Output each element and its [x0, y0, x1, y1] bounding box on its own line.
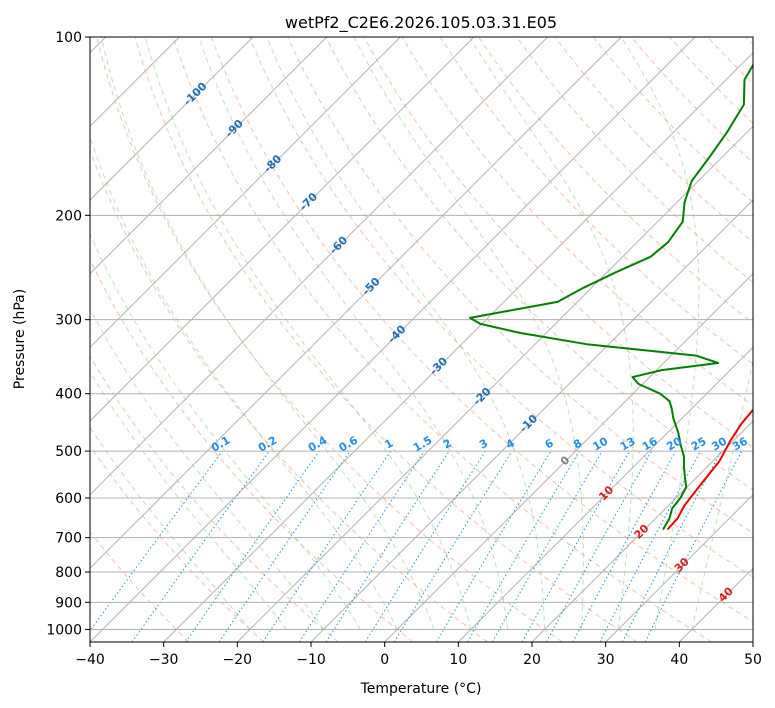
x-tick-label: −40 — [75, 652, 105, 668]
isotherm-line — [310, 199, 753, 642]
plot-background — [90, 37, 753, 642]
mixing-ratio-line — [545, 450, 653, 642]
moist-adiabat-line — [90, 426, 251, 630]
x-axis: −40 −30 −20 −10 0 10 20 30 40 50 — [75, 642, 762, 668]
x-tick-label: 30 — [597, 652, 615, 668]
x-tick-label: 40 — [670, 652, 688, 668]
moist-adiabat-line — [691, 358, 753, 630]
isotherm-line — [90, 37, 475, 422]
isotherm-line — [752, 641, 753, 642]
mixing-ratio-line — [218, 450, 351, 642]
x-tick-label: 20 — [523, 652, 541, 668]
isotherm-line — [457, 346, 753, 642]
mixing-ratio-line — [521, 450, 630, 642]
dewpoint-line — [469, 63, 753, 531]
dry-adiabat-line — [401, 37, 753, 406]
dry-adiabat-line — [363, 37, 753, 448]
y-tick-label: 700 — [55, 531, 82, 547]
isotherm-line — [605, 493, 753, 642]
x-axis-label: Temperature (°C) — [360, 681, 482, 697]
moist-adiabat-line — [198, 37, 509, 630]
y-axis: 100 200 300 400 500 600 700 800 900 1000 — [46, 30, 90, 638]
y-tick-label: 600 — [55, 491, 82, 507]
y-axis-label: Pressure (hPa) — [12, 289, 28, 389]
dry-adiabat-line — [516, 37, 753, 284]
temperature-line — [666, 408, 753, 531]
mixing-ratio-line — [298, 450, 425, 642]
dry-adiabat-line — [90, 355, 339, 642]
isotherm-line — [90, 37, 696, 642]
dry-adiabat-line — [134, 37, 638, 642]
isotherm-line — [90, 37, 549, 496]
y-tick-label: 500 — [55, 444, 82, 460]
y-tick-label: 100 — [55, 30, 82, 46]
y-tick-label: 1000 — [46, 622, 82, 638]
x-tick-label: 50 — [744, 652, 762, 668]
pressure-grid — [90, 37, 753, 630]
mixing-ratio-line — [325, 450, 450, 642]
isotherm-line — [90, 37, 622, 570]
dry-adiabat-line — [210, 37, 753, 623]
x-tick-label: 10 — [449, 652, 467, 668]
moist-adiabat-line — [100, 37, 435, 630]
y-tick-label: 200 — [55, 208, 82, 224]
x-tick-label: −30 — [149, 652, 179, 668]
dry-adiabat-line — [90, 530, 190, 642]
dry-adiabat-line — [249, 37, 753, 578]
moist-adiabat-line — [469, 37, 634, 630]
mixing-ratio-line — [393, 450, 513, 642]
dry-adiabat-line — [554, 37, 753, 243]
y-tick-label: 300 — [55, 313, 82, 329]
isotherm-line — [531, 420, 753, 642]
moist-adiabat-line — [353, 37, 584, 630]
isotherm-line — [90, 37, 401, 349]
dry-adiabat-line — [96, 37, 563, 642]
y-tick-label: 800 — [55, 565, 82, 581]
dry-adiabat-line — [287, 37, 753, 534]
profile-series — [469, 63, 753, 531]
isotherm-line — [90, 37, 254, 201]
mixing-ratio-line — [262, 450, 392, 642]
moist-adiabat-line — [266, 37, 546, 630]
chart-title: wetPf2_C2E6.2026.105.03.31.E05 — [285, 13, 557, 33]
mixing-ratio-line — [185, 450, 320, 642]
x-tick-label: −10 — [296, 652, 326, 668]
mixing-ratio-line — [90, 450, 223, 632]
dry-adiabat-line — [592, 37, 753, 203]
moist-adiabat-line — [90, 232, 361, 630]
mixing-ratio-line — [131, 450, 270, 642]
isotherm-line — [384, 272, 753, 642]
mixing-ratio-line — [572, 450, 677, 642]
isotherm-line — [163, 51, 753, 642]
moist-adiabat-line — [90, 370, 288, 630]
y-tick-label: 900 — [55, 595, 82, 611]
isotherm-line — [90, 37, 328, 275]
x-tick-label: −20 — [223, 652, 253, 668]
isotherm-line — [236, 125, 753, 642]
mixing-ratio-line — [644, 450, 743, 642]
moist-adiabat-line — [620, 37, 700, 630]
dry-adiabat-line — [439, 37, 753, 365]
plot-frame — [89, 36, 754, 643]
x-tick-label: 0 — [380, 652, 389, 668]
moist-adiabat-line — [90, 135, 398, 630]
y-tick-label: 400 — [55, 387, 82, 403]
